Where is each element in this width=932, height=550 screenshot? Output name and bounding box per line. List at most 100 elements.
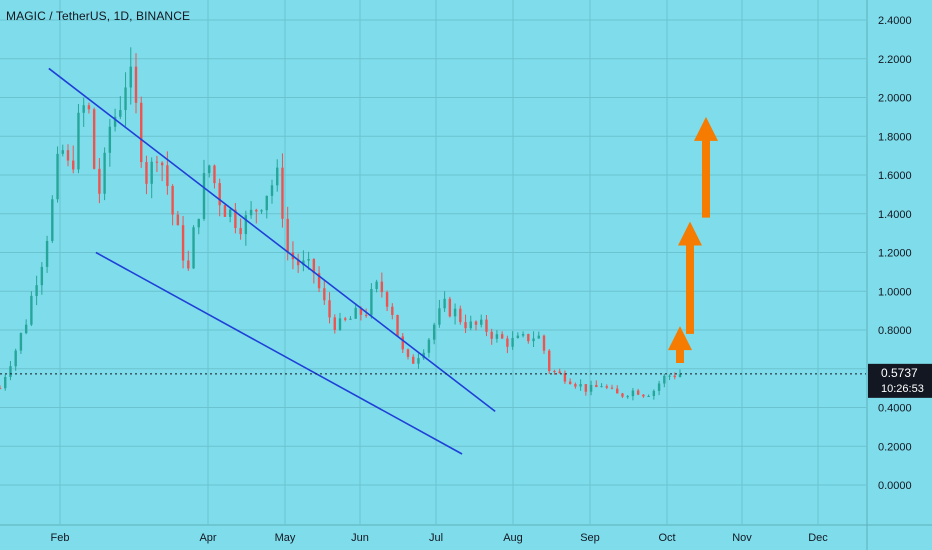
candle-body <box>108 126 112 153</box>
candle-body <box>323 288 326 301</box>
candle-body <box>548 350 551 371</box>
candle-body <box>469 321 472 329</box>
candle-body <box>72 160 75 170</box>
candle-body <box>610 387 614 389</box>
up-arrow-annotation <box>694 116 718 218</box>
candle-body <box>338 318 342 330</box>
candle-body <box>480 319 483 325</box>
candle-body <box>187 260 190 269</box>
trendline-group <box>48 67 496 455</box>
price-tick-label: 2.0000 <box>878 93 912 105</box>
candle-body <box>443 298 446 309</box>
candle-body <box>24 324 28 334</box>
candle-body <box>448 298 452 317</box>
candle-body <box>584 384 588 392</box>
up-arrow-annotation <box>668 326 692 363</box>
candle-body <box>103 152 106 194</box>
candle-body <box>270 185 274 196</box>
candle-body <box>349 318 352 320</box>
trendline <box>95 251 463 455</box>
candle-body <box>385 292 389 307</box>
price-axis[interactable]: 2.4000 2.2000 2.0000 1.8000 1.6000 1.4000 1.20… <box>878 15 912 492</box>
candle-body <box>642 394 645 397</box>
candle-body <box>333 317 336 330</box>
candle-body <box>432 324 436 340</box>
candle-body <box>511 337 514 347</box>
candle-body <box>124 87 127 111</box>
candle-body <box>364 314 368 316</box>
candle-body <box>19 333 23 351</box>
candle-body <box>537 335 540 339</box>
candle-body <box>35 285 38 296</box>
time-tick-label: Sep <box>580 532 600 544</box>
candle-body <box>354 307 357 319</box>
candle-body <box>631 390 635 397</box>
candle-body <box>56 153 59 200</box>
candle-body <box>192 227 195 269</box>
candle-body <box>542 335 546 351</box>
candle-body <box>453 308 457 317</box>
candle-body <box>166 165 169 187</box>
price-tick-label: 1.0000 <box>878 286 912 298</box>
candle-body <box>380 281 384 293</box>
candle-body <box>260 210 263 212</box>
candle-body <box>197 218 200 228</box>
price-tick-label: 0.0000 <box>878 480 912 492</box>
candle-body <box>150 161 153 184</box>
candle-body <box>396 314 399 337</box>
candle-body <box>344 318 347 320</box>
candle-body <box>202 173 206 219</box>
candle-body <box>119 110 122 117</box>
time-tick-label: Apr <box>199 532 216 544</box>
candle-body <box>668 375 671 377</box>
candle-body <box>51 199 54 241</box>
candle-body <box>516 335 520 338</box>
time-tick-label: Feb <box>51 532 70 544</box>
candle-body <box>595 384 598 388</box>
candle-body <box>589 384 593 392</box>
candle-body <box>155 161 159 163</box>
candle-body <box>406 349 410 357</box>
candle-body <box>317 273 321 289</box>
candle-body <box>244 215 248 235</box>
candle-body <box>134 66 138 103</box>
candle-body <box>464 322 467 329</box>
price-tick-label: 1.8000 <box>878 131 912 143</box>
price-badge-bg <box>868 363 932 398</box>
candle-body <box>208 165 211 174</box>
candle-body <box>239 228 242 235</box>
candle-body <box>234 209 237 229</box>
candlestick-series <box>0 47 682 401</box>
candle-body <box>45 240 49 267</box>
candle-body <box>438 308 441 325</box>
candle-body <box>490 331 493 339</box>
candle-body <box>412 356 415 364</box>
candle-body <box>636 390 640 395</box>
candle-body <box>459 308 462 323</box>
candle-body <box>255 209 258 212</box>
time-tick-label: Dec <box>808 532 828 544</box>
candle-body <box>652 390 656 396</box>
candle-body <box>249 209 253 216</box>
candle-body <box>307 258 310 261</box>
candle-body <box>228 209 232 217</box>
candle-body <box>145 162 148 184</box>
candle-body <box>673 375 676 377</box>
time-tick-label: May <box>275 532 296 544</box>
candle-body <box>616 388 619 394</box>
candle-body <box>527 334 530 342</box>
candle-body <box>474 321 478 325</box>
price-tick-label: 1.4000 <box>878 209 912 221</box>
candle-body <box>14 350 17 367</box>
candle-body <box>663 375 666 384</box>
candle-body <box>647 395 650 397</box>
price-tick-label: 0.2000 <box>878 441 912 453</box>
price-tick-label: 2.2000 <box>878 54 912 66</box>
candle-body <box>563 373 567 382</box>
time-axis[interactable]: Feb Apr May Jun Jul Aug Sep Oct Nov Dec <box>51 532 829 544</box>
up-arrow-annotation <box>678 221 702 334</box>
current-price-label: 0.5737 <box>881 366 918 380</box>
candle-body <box>521 334 525 336</box>
